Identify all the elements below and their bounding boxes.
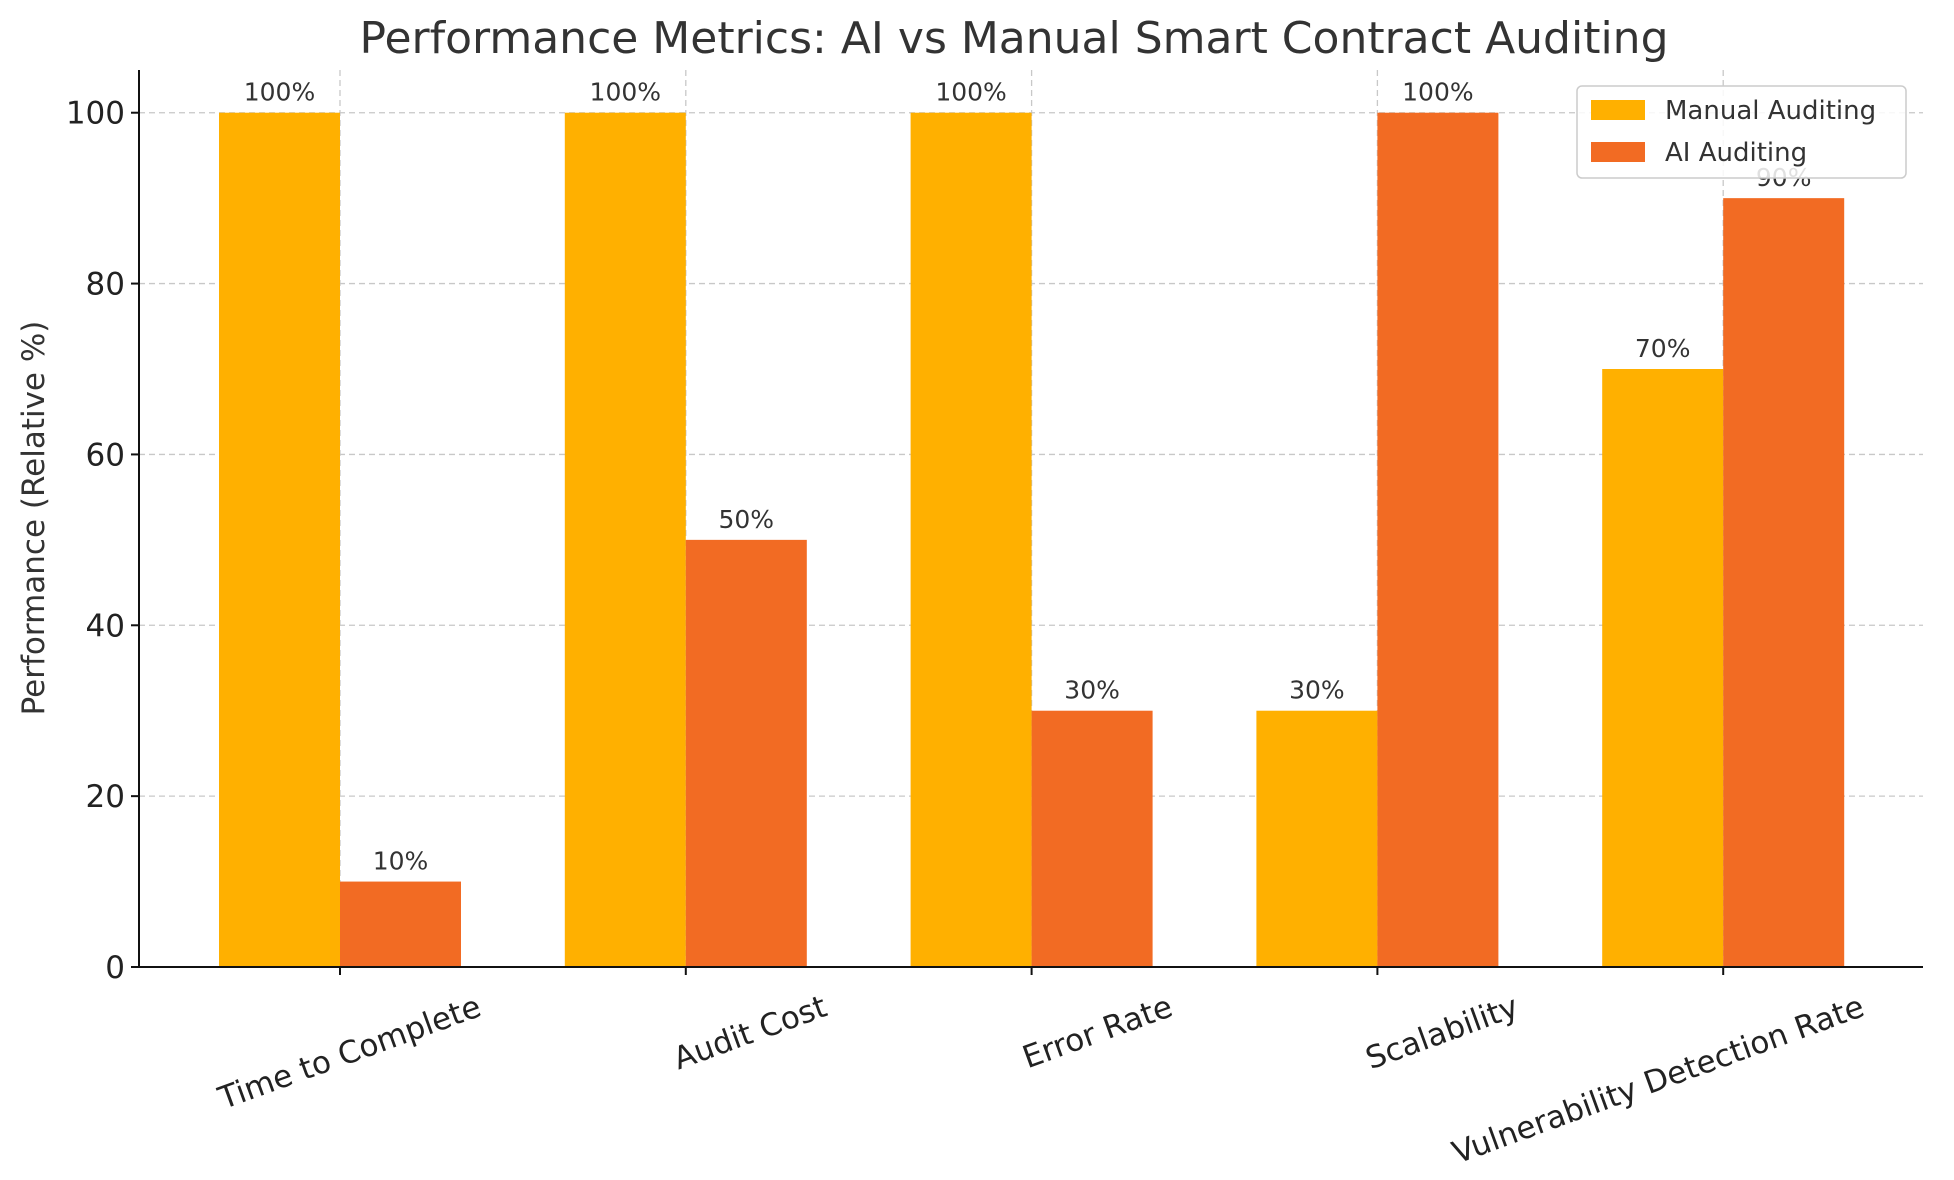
bar-ai-4 <box>1723 198 1845 968</box>
y-tick-label-80: 80 <box>86 267 125 303</box>
bar-manual-2 <box>910 112 1032 967</box>
x-tick-label-1: Audit Cost <box>669 989 832 1078</box>
bar-ai-0 <box>340 881 461 967</box>
bar-manual-4 <box>1602 369 1724 967</box>
chart-title: Performance Metrics: AI vs Manual Smart … <box>360 13 1669 64</box>
legend-label-manual: Manual Auditing <box>1665 96 1876 126</box>
y-tick-label-20: 20 <box>86 779 125 815</box>
data-label-manual-0: 100% <box>244 78 315 107</box>
data-label-ai-0: 10% <box>373 847 429 876</box>
x-tick-label-3: Scalability <box>1361 989 1523 1077</box>
data-label-ai-2: 30% <box>1064 676 1120 705</box>
x-tick-label-2: Error Rate <box>1018 989 1177 1076</box>
data-label-manual-1: 100% <box>590 78 661 107</box>
data-label-manual-2: 100% <box>935 78 1006 107</box>
legend-swatch-ai <box>1591 142 1645 162</box>
bar-ai-1 <box>685 539 807 967</box>
x-tick-label-0: Time to Complete <box>213 989 486 1118</box>
bar-manual-3 <box>1256 710 1378 967</box>
y-tick-label-60: 60 <box>86 437 125 473</box>
y-tick-label-0: 0 <box>105 950 125 986</box>
y-tick-label-40: 40 <box>86 608 125 644</box>
bar-manual-0 <box>219 112 340 967</box>
data-label-manual-3: 30% <box>1289 676 1345 705</box>
data-label-manual-4: 70% <box>1635 334 1691 363</box>
legend-label-ai: AI Auditing <box>1665 138 1807 168</box>
bar-ai-2 <box>1031 710 1153 967</box>
data-label-ai-1: 50% <box>719 505 775 534</box>
legend-swatch-manual <box>1591 100 1645 120</box>
y-tick-label-100: 100 <box>66 96 125 132</box>
bars-layer <box>219 112 1845 968</box>
legend: Manual Auditing AI Auditing <box>1576 85 1907 179</box>
data-label-ai-3: 100% <box>1402 78 1473 107</box>
legend-frame <box>1576 85 1907 179</box>
bar-manual-1 <box>564 112 686 967</box>
y-axis-label: Performance (Relative %) <box>16 321 52 716</box>
bar-ai-3 <box>1377 112 1499 967</box>
